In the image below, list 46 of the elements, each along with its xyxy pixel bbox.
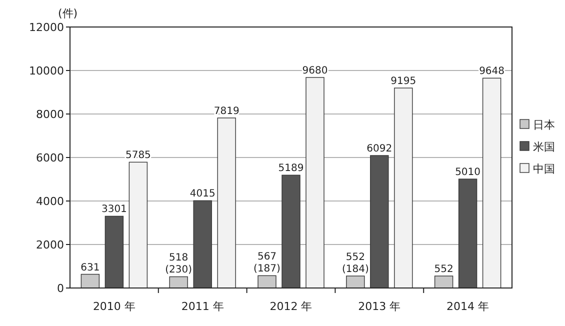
data-label: 9680 xyxy=(302,65,328,76)
data-label: 5785 xyxy=(125,150,151,162)
x-tick-label: 2010 年 xyxy=(92,300,136,313)
data-label: 9648 xyxy=(479,66,505,78)
y-tick-label: 4000 xyxy=(36,195,64,208)
bar xyxy=(217,118,236,288)
data-label: 4015 xyxy=(190,188,216,200)
bar xyxy=(306,77,324,288)
bar xyxy=(128,162,148,288)
bar xyxy=(482,78,502,288)
bar xyxy=(193,200,212,288)
data-label: 7819 xyxy=(214,106,240,117)
legend-label: 中国 xyxy=(533,162,555,176)
data-label: 3301 xyxy=(101,204,127,216)
bar xyxy=(104,216,124,288)
data-label: 518 (230) xyxy=(165,252,192,276)
bar xyxy=(282,174,300,288)
x-tick-label: 2014 年 xyxy=(446,300,490,313)
y-tick-label: 10000 xyxy=(29,64,64,78)
data-label: 631 xyxy=(80,262,100,274)
data-label: 5189 xyxy=(278,163,304,174)
legend-label: 日本 xyxy=(533,118,555,132)
y-tick-label: 6000 xyxy=(36,152,64,164)
bar xyxy=(346,276,365,288)
y-tick-label: 2000 xyxy=(36,238,64,252)
bar xyxy=(370,155,389,288)
x-tick-label: 2011 年 xyxy=(181,300,224,313)
y-tick-label: 12000 xyxy=(29,21,64,34)
bar xyxy=(434,276,454,288)
x-tick-label: 2013 年 xyxy=(358,300,401,313)
bar xyxy=(258,275,276,288)
data-label: 5010 xyxy=(455,167,481,178)
y-axis-title: (件) xyxy=(58,7,78,20)
data-label: 9195 xyxy=(390,76,416,88)
y-tick-label: 0 xyxy=(57,282,64,295)
data-label: 552 (184) xyxy=(342,252,369,275)
data-label: 6092 xyxy=(366,144,392,154)
data-label: 552 xyxy=(434,264,454,275)
bar xyxy=(80,274,100,288)
bar xyxy=(458,178,478,288)
data-label: 567 (187) xyxy=(254,252,281,275)
y-tick-label: 8000 xyxy=(36,108,64,121)
x-tick-label: 2012 年 xyxy=(270,300,312,313)
bar xyxy=(394,88,413,288)
bar xyxy=(169,276,188,288)
legend-label: 米国 xyxy=(533,140,555,154)
